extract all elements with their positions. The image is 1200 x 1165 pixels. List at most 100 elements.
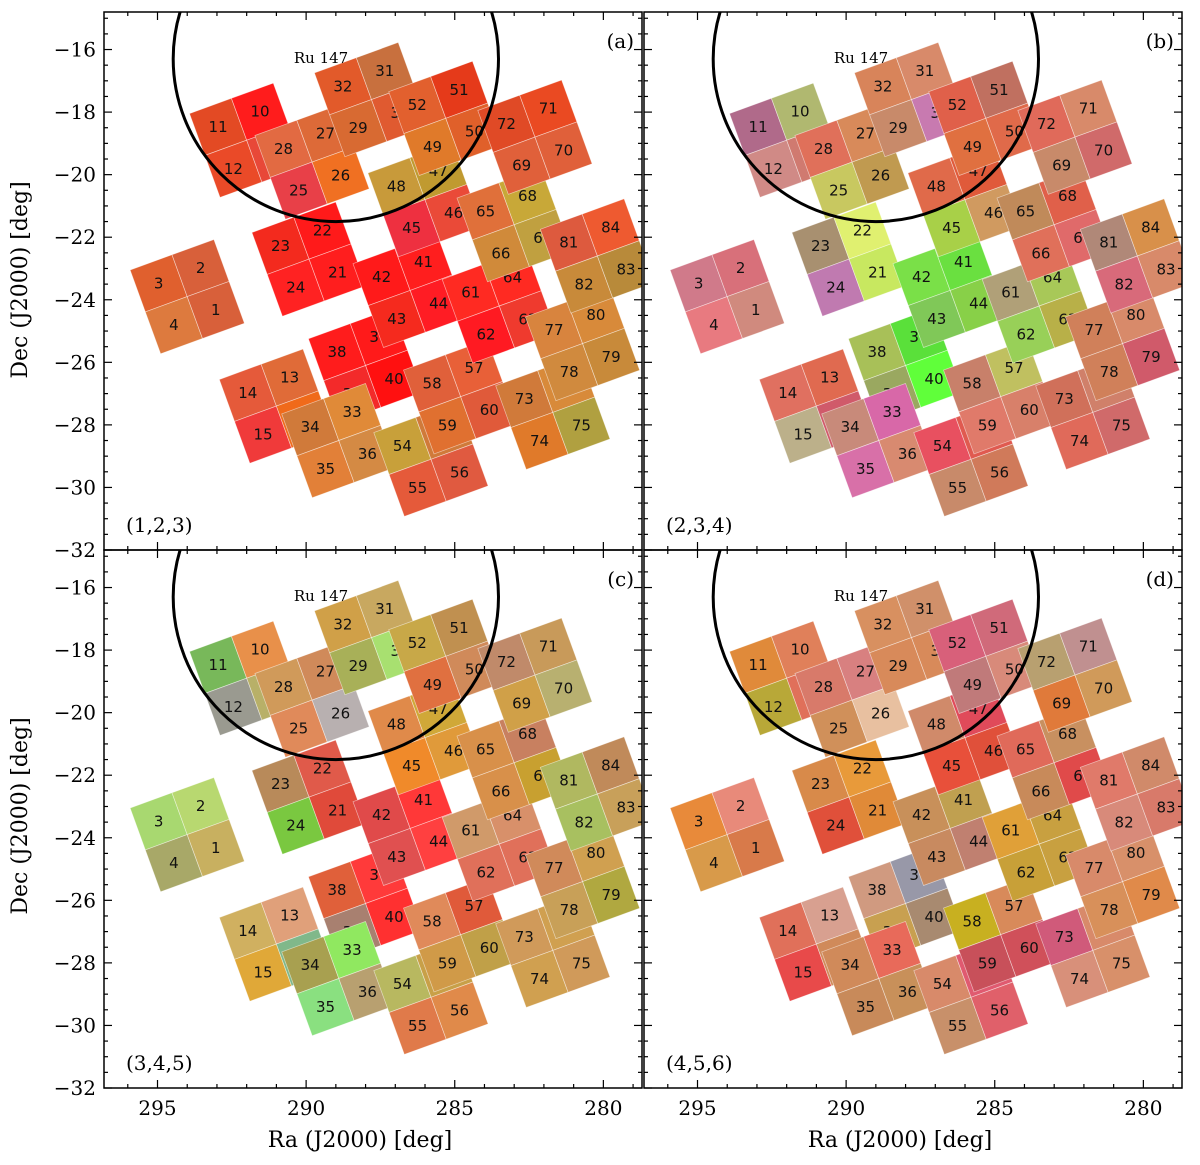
- ccd-cell-75: [1092, 396, 1151, 455]
- ccd-cell-label: 36: [898, 983, 917, 1001]
- ccd-cell-label: 22: [853, 760, 872, 778]
- ccd-cell-56: [430, 443, 489, 502]
- ccd-cell-1: [726, 818, 785, 877]
- ccd-cell-label: 33: [343, 941, 362, 959]
- ccd-cell-label: 43: [387, 848, 406, 866]
- ccd-cell-label: 28: [274, 140, 293, 158]
- ccd-cell-label: 48: [927, 715, 946, 733]
- ccd-cell-label: 28: [274, 678, 293, 696]
- panel-1: 3241111012914131516282725262322242132312…: [54, 11, 643, 562]
- ccd-cell-label: 15: [254, 964, 273, 982]
- ccd-cell-label: 51: [450, 619, 469, 637]
- ccd-cell-56: [430, 981, 489, 1040]
- ccd-cell-label: 62: [1016, 326, 1035, 344]
- ccd-cell-label: 46: [444, 204, 463, 222]
- ccd-cell-label: 43: [927, 310, 946, 328]
- ccd-cell-label: 77: [1084, 321, 1103, 339]
- ccd-cell-label: 49: [423, 676, 442, 694]
- ccd-cell-label: 75: [572, 417, 591, 435]
- ccd-cell-label: 44: [429, 833, 448, 851]
- ccd-cell-label: 38: [867, 881, 886, 899]
- ccd-cell-label: 45: [942, 757, 961, 775]
- ccd-cell-label: 24: [826, 279, 845, 297]
- ccd-cell-label: 58: [963, 912, 982, 930]
- ccd-cell-label: 74: [1070, 970, 1089, 988]
- ccd-cell-83: [596, 240, 642, 299]
- ccd-cell-label: 1: [751, 839, 761, 857]
- ccd-cell-label: 29: [349, 657, 368, 675]
- ccd-cell-label: 69: [512, 157, 531, 175]
- x-tick-label: 280: [584, 1096, 622, 1120]
- y-tick-label: −18: [54, 100, 96, 124]
- ccd-cell-label: 42: [912, 806, 931, 824]
- ccd-cell-label: 74: [1070, 432, 1089, 450]
- ccd-cell-label: 3: [154, 274, 164, 292]
- ccd-cell-label: 14: [778, 922, 797, 940]
- ccd-cell-label: 80: [1126, 306, 1145, 324]
- ccd-cell-label: 49: [423, 138, 442, 156]
- ccd-cell-label: 15: [794, 426, 813, 444]
- ccd-cell-label: 10: [250, 103, 269, 121]
- y-tick-label: −16: [54, 38, 96, 62]
- ccd-cell-label: 2: [196, 259, 206, 277]
- ccd-cell-label: 38: [327, 881, 346, 899]
- ccd-cell-label: 70: [1094, 679, 1113, 697]
- ccd-cell-label: 62: [476, 864, 495, 882]
- cluster-label: Ru 147: [834, 49, 888, 67]
- x-tick-label: 290: [287, 1096, 325, 1120]
- ccd-cell-label: 51: [990, 619, 1009, 637]
- ccd-cell-label: 68: [1058, 187, 1077, 205]
- ccd-cell-label: 32: [333, 77, 352, 95]
- ccd-cell-70: [1074, 659, 1133, 718]
- ccd-cell-label: 26: [871, 705, 890, 723]
- ccd-cell-label: 59: [438, 416, 457, 434]
- y-tick-label: −30: [54, 475, 96, 499]
- ccd-cell-label: 57: [1004, 359, 1023, 377]
- ccd-cell-label: 29: [349, 119, 368, 137]
- y-tick-label: −20: [54, 701, 96, 725]
- ccd-cell-label: 48: [387, 715, 406, 733]
- ccd-cell-26: [311, 146, 370, 205]
- ccd-cell-label: 78: [1100, 363, 1119, 381]
- x-tick-label: 285: [976, 1096, 1014, 1120]
- ccd-cell-label: 27: [316, 663, 335, 681]
- ccd-cell-label: 26: [331, 167, 350, 185]
- ccd-cell-label: 46: [444, 742, 463, 760]
- ccd-cell-label: 62: [476, 326, 495, 344]
- ccd-cell-label: 31: [375, 62, 394, 80]
- ccd-cell-label: 3: [694, 812, 704, 830]
- ccd-cell-label: 57: [1004, 897, 1023, 915]
- ccd-cell-label: 12: [764, 698, 783, 716]
- y-tick-label: −28: [54, 951, 96, 975]
- ccd-cell-label: 59: [438, 954, 457, 972]
- ccd-cell-label: 72: [497, 653, 516, 671]
- y-tick-label: −32: [54, 538, 96, 562]
- ccd-cell-label: 12: [224, 698, 243, 716]
- ccd-cell-83: [1136, 240, 1182, 299]
- ccd-cell-label: 78: [1100, 901, 1119, 919]
- ccd-cell-label: 12: [224, 160, 243, 178]
- ccd-cell-83: [596, 778, 642, 837]
- ccd-cell-label: 2: [736, 797, 746, 815]
- ccd-cell-label: 79: [1142, 348, 1161, 366]
- ccd-cell-label: 13: [820, 369, 839, 387]
- ccd-cell-label: 34: [841, 418, 860, 436]
- ccd-cell-label: 34: [301, 418, 320, 436]
- ccd-cell-label: 14: [238, 922, 257, 940]
- ccd-cell-label: 33: [883, 941, 902, 959]
- y-tick-label: −22: [54, 225, 96, 249]
- ccd-cell-label: 79: [602, 886, 621, 904]
- ccd-cell-label: 22: [313, 760, 332, 778]
- ticks: [104, 12, 642, 551]
- ccd-cell-label: 21: [328, 263, 347, 281]
- ccd-cell-label: 27: [856, 125, 875, 143]
- ccd-cell-label: 27: [316, 125, 335, 143]
- ccd-cell-label: 25: [289, 720, 308, 738]
- ccd-cell-label: 42: [912, 268, 931, 286]
- ccd-cell-26: [851, 684, 910, 743]
- ccd-cell-label: 1: [211, 839, 221, 857]
- y-tick-label: −24: [54, 826, 96, 850]
- ccd-cell-label: 25: [829, 182, 848, 200]
- cluster-circle: [171, 12, 500, 224]
- ccd-cell-label: 54: [933, 437, 952, 455]
